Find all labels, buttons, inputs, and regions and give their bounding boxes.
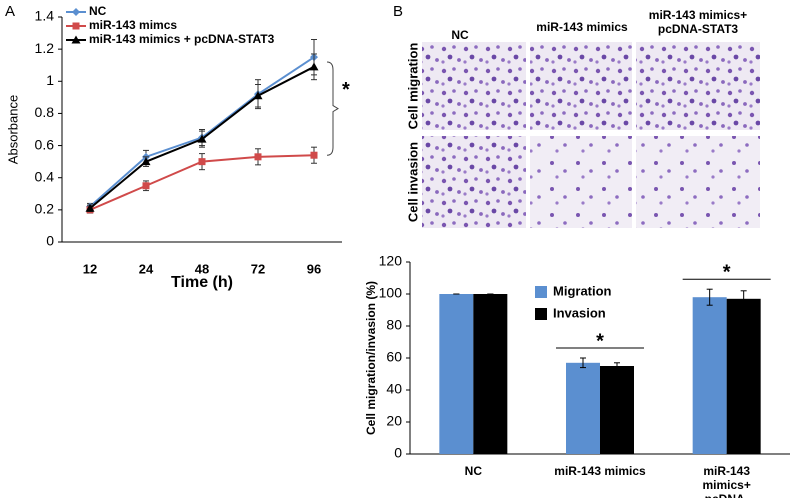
y-tick-label: 1 [46,72,54,88]
micrograph [530,42,632,130]
error-bar [614,362,620,370]
bar [726,298,761,454]
annotation: * [596,330,604,352]
error-bar [740,290,747,308]
micrograph [422,42,526,130]
marker [142,182,150,190]
marker [254,153,262,161]
row-label: Cell migration [405,43,420,130]
micrograph [636,42,760,130]
x-tick-label: 24 [139,261,154,276]
bar [439,294,474,454]
micrograph [422,136,526,228]
y-tick-label: 0.6 [35,136,55,152]
legend-swatch [535,308,547,320]
y-tick-label: 60 [386,349,402,365]
marker [72,22,80,30]
y-axis-title: Cell migration/invasion (%) [364,281,378,435]
y-tick-label: 80 [386,317,402,333]
y-tick-label: 0 [394,445,402,461]
y-tick-label: 0.8 [35,104,55,120]
marker [85,203,95,212]
marker [71,35,81,44]
marker [310,151,318,159]
panel-label: B [393,3,403,20]
micrograph-grid [422,42,760,228]
bar [692,297,727,454]
y-tick-label: 0 [46,233,54,249]
column-label: miR-143 mimics [536,20,628,34]
y-tick-label: 100 [379,285,403,301]
y-tick-label: 1.4 [35,8,55,24]
bar [566,362,600,454]
column-label: NC [451,28,469,42]
micrograph [636,136,760,228]
x-tick-label: 48 [195,261,209,276]
x-tick-label: miR-143 mimics [554,464,646,478]
bar [600,366,634,454]
x-tick-label: 96 [307,261,321,276]
y-axis-title: Absorbance [5,95,20,164]
legend-swatch [535,286,547,298]
x-tick-label: miR-143 mimics+ pcDNA-STAT3 [702,464,751,498]
x-tick-label: NC [464,464,482,478]
marker [253,91,263,100]
y-tick-label: 1.2 [35,40,55,56]
bracket [326,61,339,156]
legend-label: miR-143 mimcs [89,18,177,32]
marker [141,157,151,166]
marker [72,8,80,16]
x-tick-label: 12 [83,261,97,276]
bar [473,294,508,454]
marker [309,62,319,71]
x-axis-title: Time (h) [171,274,233,291]
panel-label: A [5,3,15,20]
x-tick-label: 72 [251,261,265,276]
marker [198,158,206,166]
row-label: Cell invasion [405,142,420,222]
legend-label: Migration [553,283,612,298]
y-tick-label: 0.4 [35,168,55,184]
annotation: * [342,79,350,101]
error-bar [706,288,713,306]
annotation: * [723,261,731,283]
y-tick-label: 40 [386,381,402,397]
y-tick-label: 20 [386,413,402,429]
legend-label: Invasion [553,305,606,320]
micrograph [530,136,632,228]
column-label: miR-143 mimics+ pcDNA-STAT3 [648,8,748,36]
legend-label: NC [89,4,107,18]
marker [197,134,207,143]
legend-label: miR-143 mimics + pcDNA-STAT3 [89,32,275,46]
error-bar [580,357,586,369]
y-tick-label: 120 [379,253,403,269]
y-tick-label: 0.2 [35,201,55,217]
